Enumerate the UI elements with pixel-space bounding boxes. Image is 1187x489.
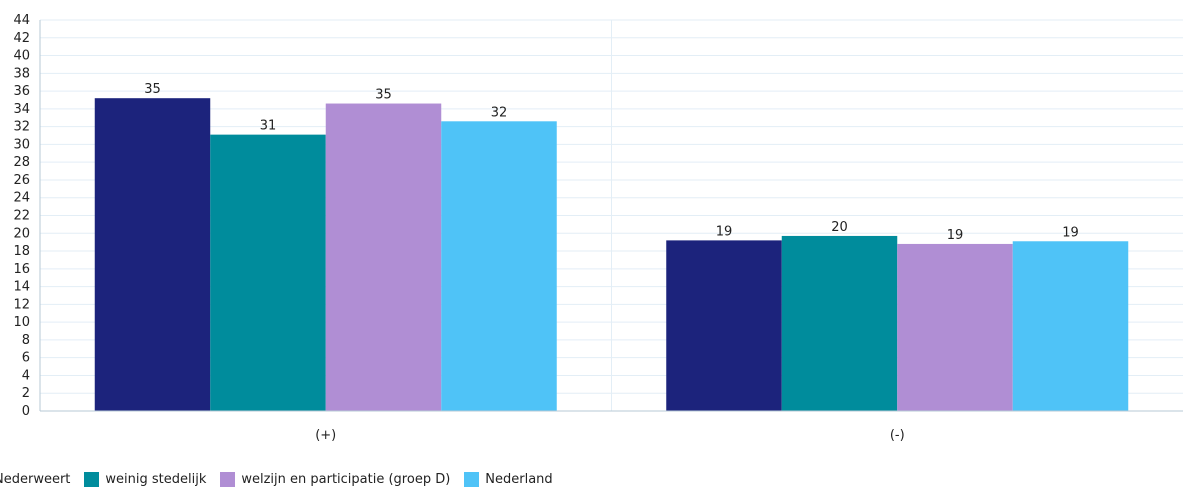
y-tick-label: 10 bbox=[13, 315, 30, 330]
data-label: 31 bbox=[260, 119, 277, 134]
legend-label-nederland: Nederland bbox=[485, 471, 553, 487]
bar bbox=[666, 240, 782, 411]
y-tick-label: 20 bbox=[13, 226, 30, 241]
y-tick-label: 22 bbox=[13, 209, 30, 224]
y-tick-label: 44 bbox=[13, 13, 30, 28]
legend-item-weinig-stedelijk[interactable]: weinig stedelijk bbox=[84, 471, 207, 487]
y-tick-label: 38 bbox=[13, 66, 30, 81]
legend: Nederweert weinig stedelijk welzijn en p… bbox=[0, 470, 567, 488]
y-tick-label: 42 bbox=[13, 31, 30, 46]
x-tick-label: (-) bbox=[890, 428, 905, 443]
y-tick-label: 34 bbox=[13, 102, 30, 117]
y-tick-label: 32 bbox=[13, 120, 30, 135]
y-tick-label: 40 bbox=[13, 49, 30, 64]
y-tick-label: 36 bbox=[13, 84, 30, 99]
y-tick-label: 0 bbox=[22, 404, 30, 419]
legend-label-welzijn: welzijn en participatie (groep D) bbox=[241, 471, 451, 487]
data-label: 19 bbox=[716, 224, 733, 239]
bar bbox=[441, 121, 557, 412]
bar bbox=[325, 103, 442, 412]
y-tick-label: 12 bbox=[13, 297, 30, 312]
y-tick-label: 14 bbox=[13, 280, 30, 295]
y-tick-label: 16 bbox=[13, 262, 30, 277]
legend-label-nederweert: Nederweert bbox=[0, 471, 71, 487]
legend-item-nederweert[interactable]: Nederweert bbox=[0, 472, 70, 487]
y-tick-label: 26 bbox=[13, 173, 30, 188]
data-label: 19 bbox=[947, 228, 964, 243]
bar bbox=[1012, 241, 1129, 411]
legend-swatch-welzijn bbox=[220, 471, 236, 487]
data-label: 32 bbox=[491, 105, 508, 120]
y-tick-label: 18 bbox=[13, 244, 30, 259]
y-tick-label: 4 bbox=[22, 368, 30, 383]
y-tick-label: 8 bbox=[22, 333, 30, 348]
y-tick-label: 6 bbox=[22, 351, 30, 366]
bar bbox=[781, 235, 898, 411]
bar-chart: 0246810121416182022242628303234363840424… bbox=[13, 13, 1183, 443]
bar bbox=[94, 98, 211, 411]
x-tick-label: (+) bbox=[315, 428, 336, 443]
bar bbox=[897, 243, 1013, 411]
y-tick-label: 2 bbox=[22, 386, 30, 401]
y-tick-label: 24 bbox=[13, 191, 30, 206]
data-label: 20 bbox=[831, 220, 848, 235]
data-label: 35 bbox=[375, 88, 392, 103]
legend-swatch-weinig-stedelijk bbox=[84, 471, 100, 487]
data-label: 19 bbox=[1062, 225, 1079, 240]
y-tick-label: 30 bbox=[13, 137, 30, 152]
legend-label-weinig-stedelijk: weinig stedelijk bbox=[105, 471, 207, 487]
bar bbox=[210, 134, 326, 411]
legend-item-welzijn[interactable]: welzijn en participatie (groep D) bbox=[220, 471, 451, 487]
y-tick-label: 28 bbox=[13, 155, 30, 170]
legend-item-nederland[interactable]: Nederland bbox=[464, 471, 553, 487]
legend-swatch-nederland bbox=[464, 471, 480, 487]
data-label: 35 bbox=[144, 82, 161, 97]
